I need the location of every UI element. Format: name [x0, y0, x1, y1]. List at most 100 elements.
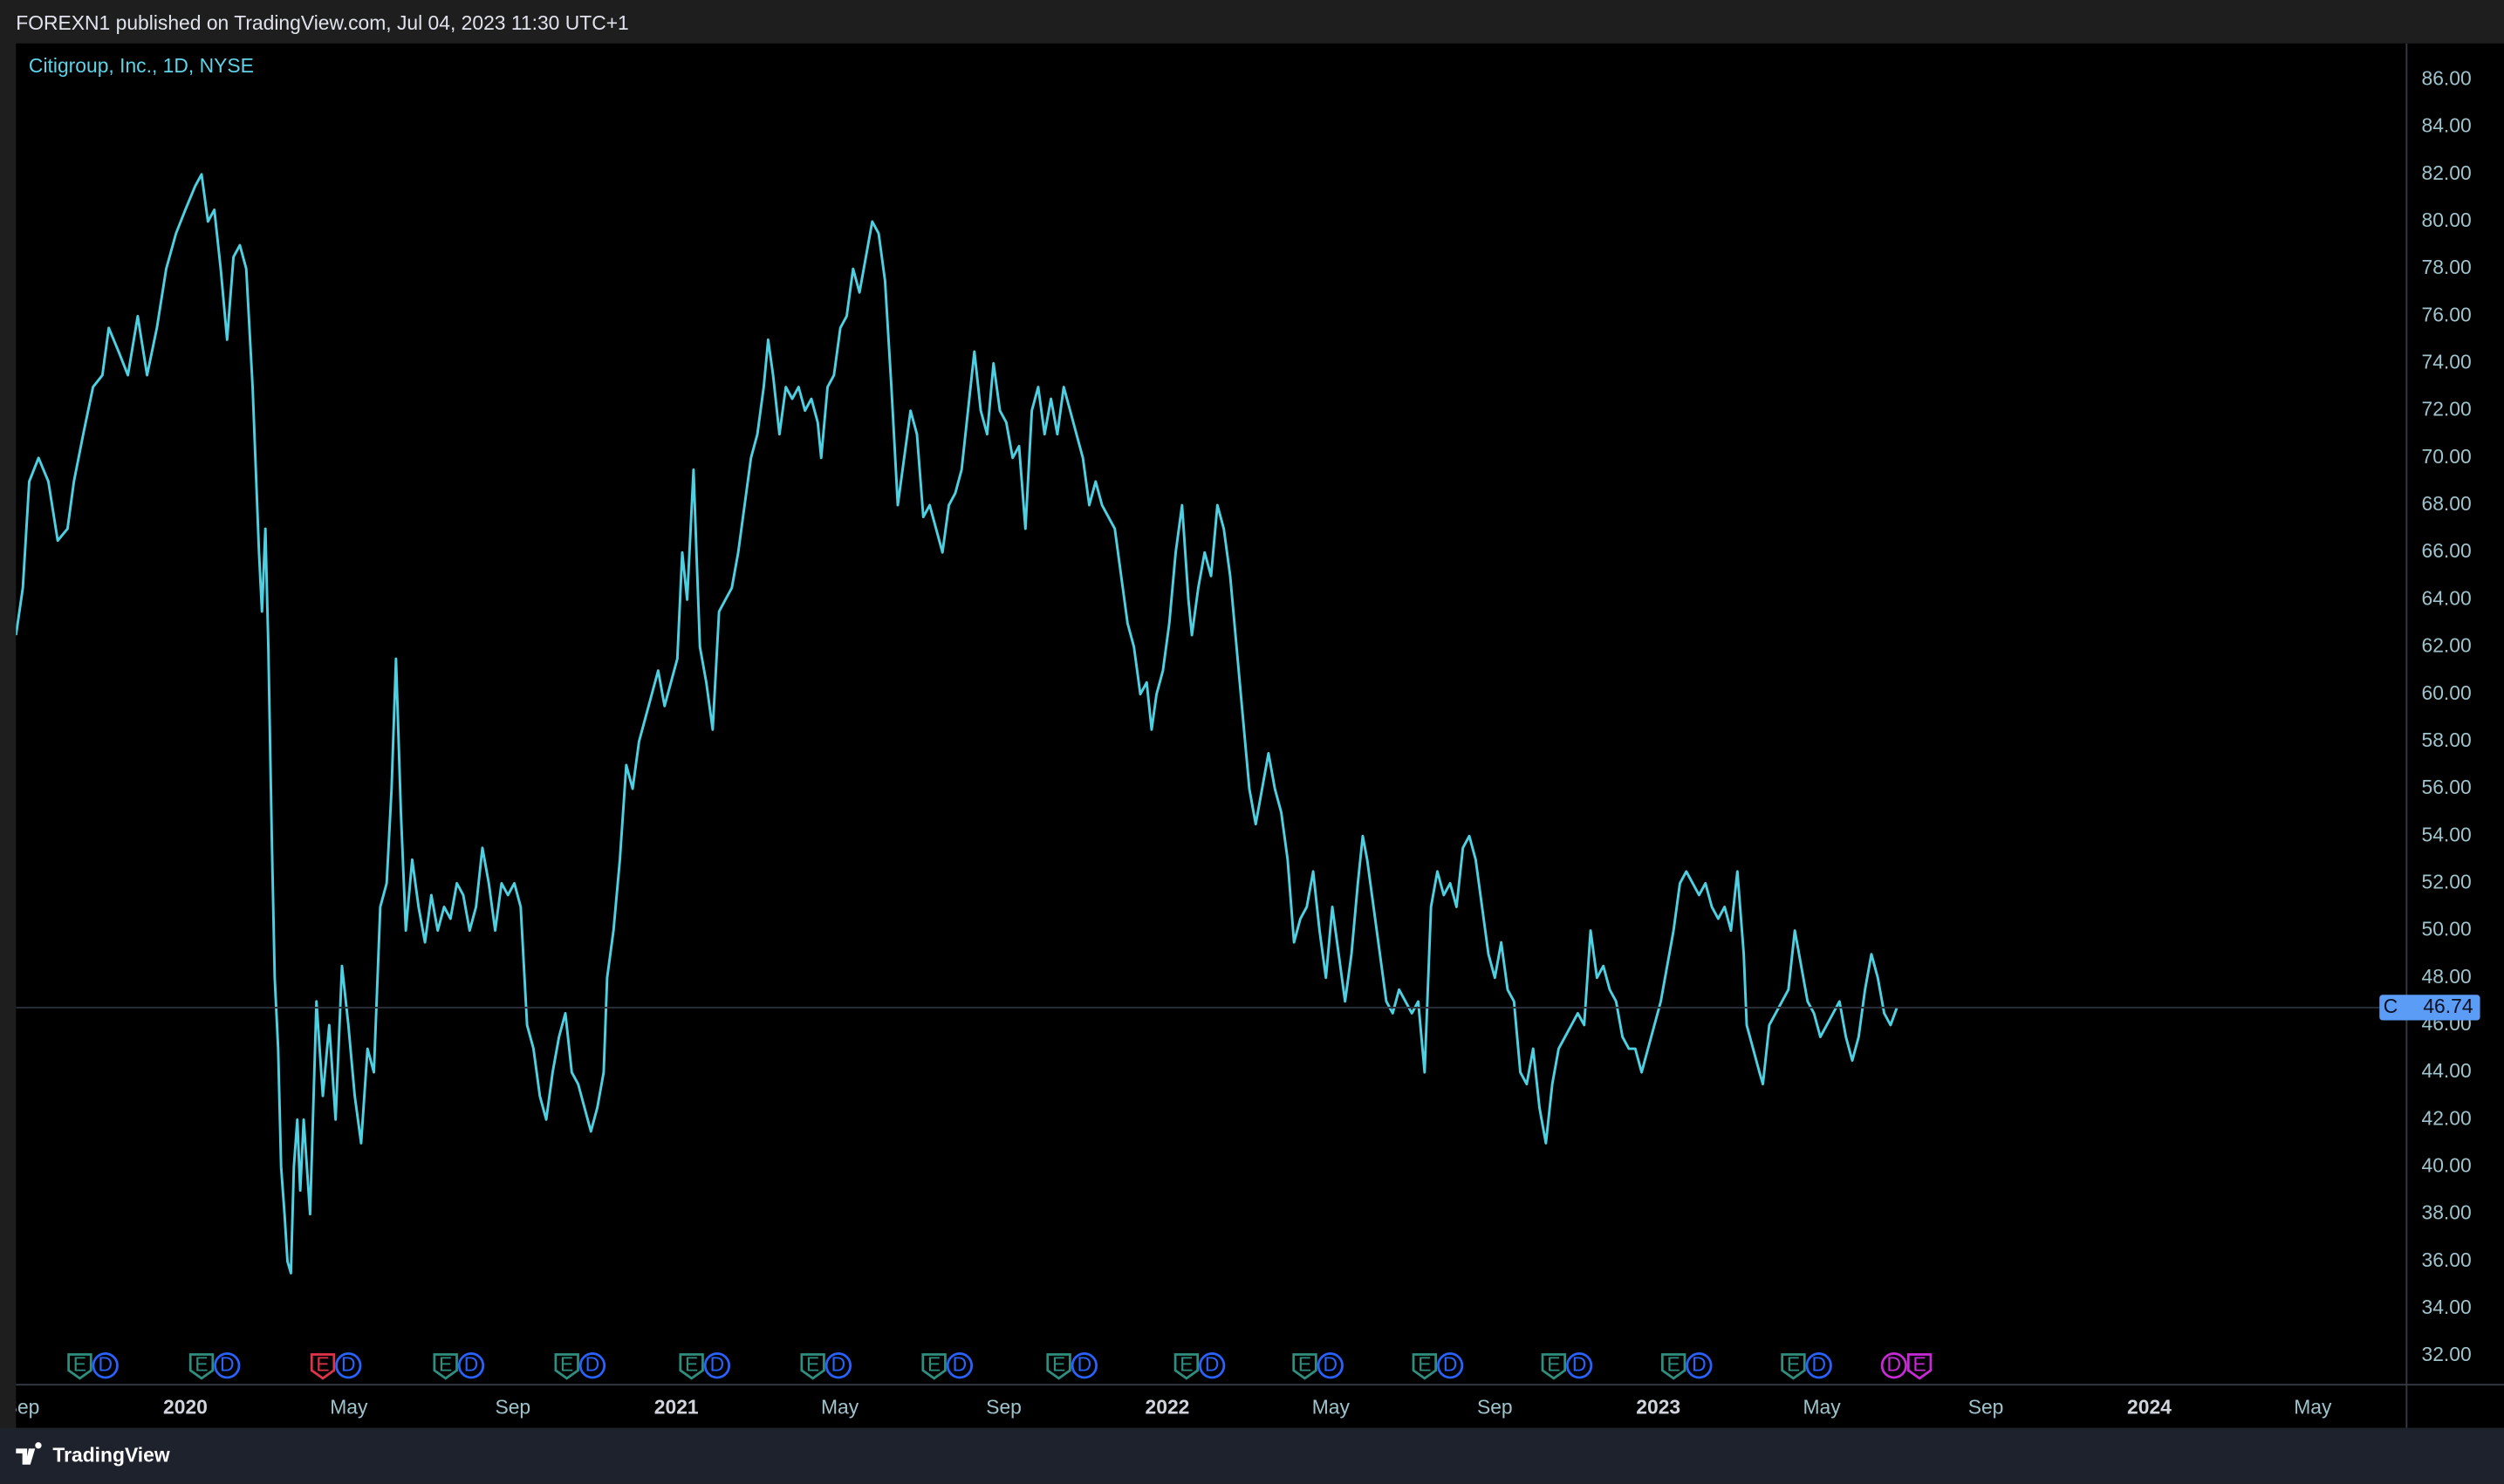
- event-label: E: [1547, 1352, 1560, 1375]
- y-tick-label: 36.00: [2421, 1248, 2471, 1271]
- x-tick-label: 2023: [1636, 1396, 1680, 1419]
- event-icon: [1317, 1352, 1344, 1379]
- event-icon: [214, 1352, 241, 1379]
- event-label: D: [1324, 1352, 1338, 1375]
- event-icon: [921, 1353, 947, 1380]
- y-tick-label: 50.00: [2421, 918, 2471, 940]
- event-icon: [433, 1353, 458, 1380]
- y-tick-label: 58.00: [2421, 728, 2471, 751]
- event-label: E: [1787, 1352, 1800, 1375]
- y-tick-label: 72.00: [2421, 398, 2471, 421]
- y-tick-label: 80.00: [2421, 209, 2471, 231]
- event-icon: [335, 1352, 362, 1379]
- event-label: E: [439, 1352, 452, 1375]
- y-tick-label: 34.00: [2421, 1296, 2471, 1318]
- event-icon: [1805, 1352, 1832, 1379]
- x-tick-label: Sep: [986, 1396, 1022, 1419]
- y-tick-label: 56.00: [2421, 776, 2471, 798]
- event-icon: [1880, 1352, 1907, 1379]
- event-label: E: [1418, 1352, 1431, 1375]
- event-icon: [1071, 1352, 1098, 1379]
- y-tick-label: 42.00: [2421, 1106, 2471, 1129]
- brand-name: TradingView: [52, 1444, 169, 1467]
- y-tick-label: 66.00: [2421, 539, 2471, 562]
- price-line: [16, 173, 1899, 1275]
- last-price-value: 46.74: [2423, 995, 2473, 1017]
- x-tick-label: 2022: [1146, 1396, 1190, 1419]
- y-tick-label: 64.00: [2421, 586, 2471, 609]
- event-label: E: [806, 1352, 819, 1375]
- y-tick-label: 62.00: [2421, 634, 2471, 657]
- y-tick-label: 84.00: [2421, 114, 2471, 137]
- event-icon: [457, 1352, 485, 1379]
- y-tick-label: 78.00: [2421, 256, 2471, 278]
- y-tick-label: 52.00: [2421, 870, 2471, 892]
- event-icon: [1199, 1352, 1226, 1379]
- event-icon: [1781, 1353, 1806, 1380]
- event-label: D: [1811, 1352, 1826, 1375]
- event-icon: [1046, 1353, 1071, 1380]
- x-tick-label: Sep: [495, 1396, 530, 1419]
- event-icon: [310, 1353, 336, 1380]
- y-tick-label: 60.00: [2421, 681, 2471, 704]
- event-icon: [1686, 1352, 1713, 1379]
- y-tick-label: 68.00: [2421, 492, 2471, 515]
- event-icon: [578, 1352, 606, 1379]
- event-label: D: [585, 1352, 600, 1375]
- time-axis: Sep 2020 May Sep 2021 May Sep 2022 May Sep 2023 May…: [4, 1396, 2332, 1419]
- x-tick-label: May: [821, 1396, 859, 1419]
- event-label: E: [73, 1352, 86, 1375]
- event-label: D: [831, 1352, 846, 1375]
- event-label: E: [685, 1352, 698, 1375]
- y-tick-label: 76.00: [2421, 303, 2471, 325]
- event-icon: [1173, 1353, 1200, 1380]
- header-text: FOREXN1 published on TradingView.com, Ju…: [16, 11, 628, 34]
- x-tick-label: Sep: [1968, 1396, 2004, 1419]
- last-price-badge: [2379, 995, 2480, 1021]
- event-icon: [1541, 1353, 1567, 1380]
- y-tick-label: 40.00: [2421, 1154, 2471, 1177]
- event-icon: [800, 1353, 825, 1380]
- event-label: E: [560, 1352, 573, 1375]
- y-tick-label: 70.00: [2421, 445, 2471, 468]
- chart-legend: Citigroup, Inc., 1D, NYSE: [29, 54, 254, 77]
- event-label: E: [1667, 1352, 1680, 1375]
- axes: 32.0034.0036.0038.0040.0042.0044.0046.00…: [2379, 66, 2480, 1365]
- y-tick-label: 54.00: [2421, 823, 2471, 845]
- chart-panel: [16, 43, 2504, 1428]
- event-label: D: [220, 1352, 235, 1375]
- event-label: D: [1572, 1352, 1587, 1375]
- x-tick-label: Sep: [4, 1396, 40, 1419]
- event-icon: [1437, 1352, 1464, 1379]
- y-tick-label: 86.00: [2421, 66, 2471, 89]
- y-tick-label: 48.00: [2421, 965, 2471, 988]
- event-label: D: [1887, 1352, 1902, 1375]
- event-label: D: [1205, 1352, 1220, 1375]
- event-label: E: [1180, 1352, 1193, 1375]
- event-label: D: [1692, 1352, 1707, 1375]
- x-tick-label: May: [1312, 1396, 1351, 1419]
- x-tick-label: May: [2294, 1396, 2332, 1419]
- event-icon: [824, 1352, 852, 1379]
- event-label: E: [195, 1352, 208, 1375]
- event-icon: [1566, 1352, 1593, 1379]
- y-tick-label: 74.00: [2421, 351, 2471, 373]
- x-tick-label: 2020: [163, 1396, 208, 1419]
- event-label: D: [341, 1352, 356, 1375]
- event-label: E: [1052, 1352, 1065, 1375]
- event-label: D: [1078, 1352, 1092, 1375]
- y-tick-label: 44.00: [2421, 1059, 2471, 1082]
- last-price-symbol: C: [2384, 995, 2398, 1017]
